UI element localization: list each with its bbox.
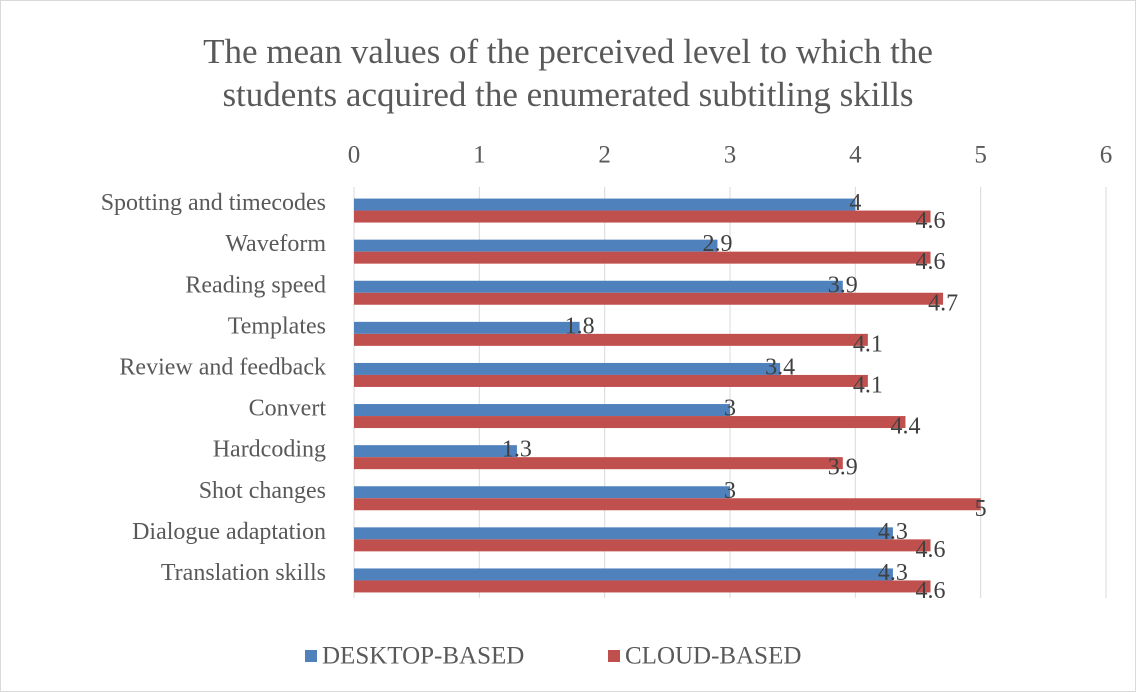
bar [354,280,843,293]
x-tick-label: 4 [849,142,862,169]
bar [354,486,730,499]
bar [354,445,517,458]
data-label: 4 [849,190,861,216]
legend-swatch [608,650,620,662]
bar [354,580,931,593]
y-tick-label: Translation skills [161,560,326,586]
data-label: 4.7 [928,290,958,316]
bar [354,239,718,252]
x-tick-label: 6 [1100,142,1113,169]
x-tick-label: 5 [974,142,987,169]
bar [354,539,931,552]
bar [354,374,868,387]
legend-label: DESKTOP-BASED [322,643,524,670]
data-label: 4.6 [916,249,946,275]
data-label: 4.4 [890,414,920,440]
chart-title: The mean values of the perceived level t… [203,32,933,114]
bar [354,210,931,223]
bar [354,321,580,334]
y-tick-label: Hardcoding [213,437,326,463]
bar [354,568,893,581]
legend-label: CLOUD-BASED [625,643,801,670]
bar [354,198,856,211]
y-tick-label: Review and feedback [119,354,326,380]
bar [354,362,781,375]
bar [354,404,730,417]
data-label: 4.6 [916,578,946,604]
x-tick-label: 2 [598,142,611,169]
data-label: 4.1 [853,331,883,357]
x-tick-label: 0 [348,142,361,169]
data-label: 4.6 [916,208,946,234]
y-tick-label: Waveform [225,231,326,257]
bar [354,527,893,540]
y-tick-label: Shot changes [199,478,326,504]
y-tick-label: Templates [228,313,326,339]
x-tick-label: 3 [724,142,737,169]
y-tick-label: Dialogue adaptation [132,519,326,545]
y-tick-label: Convert [249,396,327,422]
data-label: 3 [724,396,736,422]
y-tick-label: Reading speed [185,272,326,298]
y-tick-label: Spotting and timecodes [101,190,326,216]
bar [354,457,843,470]
legend-swatch [305,650,317,662]
data-label: 3.9 [828,455,858,481]
data-label: 4.1 [853,372,883,398]
data-label: 5 [975,496,987,522]
bar [354,333,868,346]
bar [354,416,906,429]
data-label: 4.6 [916,537,946,563]
data-label: 3 [724,478,736,504]
bar [354,292,944,305]
bar [354,251,931,264]
bar [354,498,981,511]
x-tick-label: 1 [473,142,486,169]
